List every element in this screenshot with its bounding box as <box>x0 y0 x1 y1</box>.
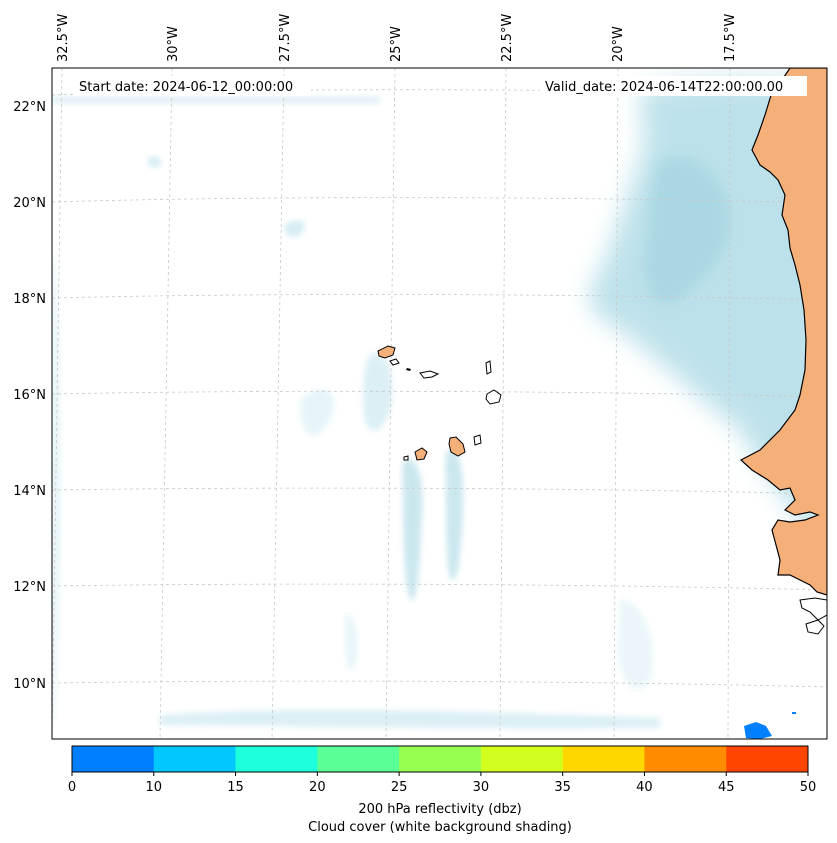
gridline-lat-10 <box>52 680 827 688</box>
island-santo-antao <box>377 345 396 359</box>
longitude-labels: 32.5°W 30°W 27.5°W 25°W 22.5°W 20°W 17.5… <box>56 14 738 62</box>
colorbar: 0 10 15 20 25 30 35 40 45 50 <box>68 745 817 795</box>
cloud-core-east <box>644 157 731 305</box>
cloud-north-islands <box>363 353 393 431</box>
colorbar-tick-label: 15 <box>227 780 244 795</box>
colorbar-segment <box>562 746 645 772</box>
lon-label: 32.5°W <box>56 14 71 62</box>
island-santiago <box>448 436 466 457</box>
cloud-plume-east <box>445 449 464 580</box>
colorbar-tick-label: 30 <box>473 780 490 795</box>
colorbar-label-line2: Cloud cover (white background shading) <box>308 820 572 835</box>
lon-label: 22.5°W <box>500 14 515 62</box>
lat-label: 22°N <box>13 100 46 115</box>
cloud-cover-shading <box>52 79 827 730</box>
lat-label: 18°N <box>13 292 46 307</box>
colorbar-segment <box>153 746 237 772</box>
cloud-bottom-band <box>160 709 660 729</box>
gridline-lat-16 <box>52 390 827 398</box>
colorbar-label-line1: 200 hPa reflectivity (dbz) <box>358 802 521 817</box>
cloud-streak-south <box>345 614 358 671</box>
lon-label: 20°W <box>611 26 626 62</box>
colorbar-segment <box>235 746 318 772</box>
lat-label: 16°N <box>13 388 46 403</box>
colorbar-tick-label: 40 <box>636 780 653 795</box>
colorbar-segment <box>317 746 400 772</box>
gridline-lon-17-5 <box>727 68 731 739</box>
cloud-streak <box>300 389 335 436</box>
latitude-labels: 22°N 20°N 18°N 16°N 14°N 12°N 10°N <box>13 100 46 692</box>
gridline-lat-14 <box>52 487 827 495</box>
cloud-blob-small <box>147 156 161 168</box>
lat-label: 12°N <box>13 580 46 595</box>
island-sal <box>485 360 492 375</box>
colorbar-tick-label: 35 <box>554 780 571 795</box>
gridline-lat-12 <box>52 583 827 591</box>
gridline-lat-20 <box>52 197 827 204</box>
gridline-lon-25 <box>385 68 396 739</box>
cloud-plume-west <box>402 459 423 600</box>
island-fogo <box>414 447 428 461</box>
lat-label: 10°N <box>13 677 46 692</box>
island-boa-vista <box>485 389 502 405</box>
cloud-patch-south <box>618 599 653 690</box>
colorbar-segment <box>644 746 727 772</box>
island-maio <box>473 434 482 446</box>
lat-label: 20°N <box>13 196 46 211</box>
island-sao-nicolau <box>419 370 440 379</box>
colorbar-tick-label: 0 <box>68 780 76 795</box>
colorbar-segment <box>480 746 564 772</box>
lon-label: 30°W <box>166 26 181 62</box>
bijagos-coast <box>799 597 827 621</box>
valid-date-box <box>540 76 807 96</box>
start-date-box <box>73 76 311 96</box>
colorbar-tick-label: 20 <box>309 780 326 795</box>
bijagos-island <box>805 619 825 635</box>
cape-verde-islands <box>377 345 502 461</box>
gridline-lon-22-5 <box>499 68 507 739</box>
start-date-label: Start date: 2024-06-12_00:00:00 <box>79 80 293 95</box>
gridline-lon-27-5 <box>271 68 285 739</box>
lon-label: 25°W <box>389 26 404 62</box>
reflectivity-echo-small <box>792 712 796 714</box>
gridline-lon-32-5 <box>52 68 63 739</box>
colorbar-segment <box>726 746 809 772</box>
lon-label: 27.5°W <box>278 14 293 62</box>
valid-date-label: Valid_date: 2024-06-14T22:00:00.00 <box>545 80 783 95</box>
colorbar-tick-label: 45 <box>718 780 735 795</box>
cloud-top-band <box>52 96 380 104</box>
lon-label: 17.5°W <box>723 14 738 62</box>
colorbar-tick-label: 10 <box>146 780 163 795</box>
lat-label: 14°N <box>13 484 46 499</box>
island-santa-luzia <box>406 368 411 371</box>
gridline-lon-20 <box>613 68 619 739</box>
gridline-lat-18 <box>52 294 827 301</box>
colorbar-frame <box>71 745 809 773</box>
reflectivity-echo <box>744 722 772 739</box>
gridline-lon-30 <box>159 68 173 739</box>
africa-mainland <box>739 68 827 596</box>
island-sao-vicente <box>389 358 400 366</box>
island-brava <box>403 455 409 461</box>
map-frame <box>51 67 828 740</box>
cloud-mass-east <box>589 79 827 560</box>
colorbar-segment <box>399 746 482 772</box>
colorbar-tick-label: 25 <box>391 780 408 795</box>
colorbar-segment <box>72 746 155 772</box>
cloud-blob <box>284 220 305 237</box>
colorbar-tick-label: 50 <box>800 780 817 795</box>
map-content <box>52 68 827 739</box>
